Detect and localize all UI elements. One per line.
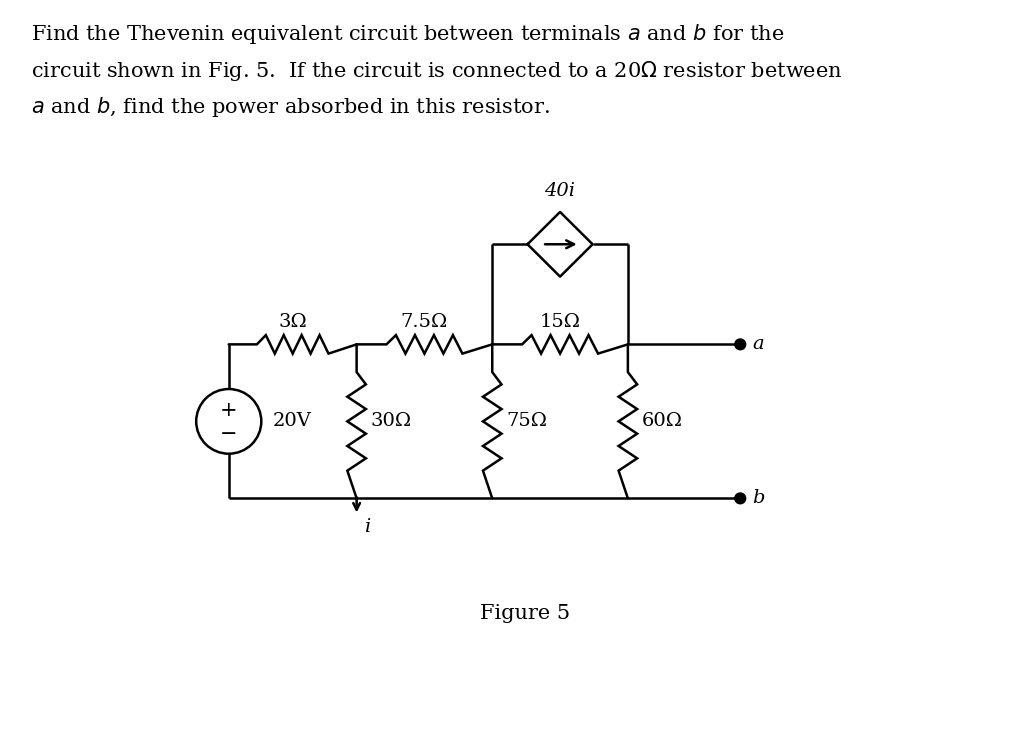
Text: a: a — [752, 336, 764, 353]
Circle shape — [735, 493, 745, 504]
Text: 20V: 20V — [273, 413, 311, 430]
Text: 30Ω: 30Ω — [371, 413, 412, 430]
Text: circuit shown in Fig. 5.  If the circuit is connected to a 20$\Omega$ resistor b: circuit shown in Fig. 5. If the circuit … — [31, 59, 843, 83]
Circle shape — [735, 339, 745, 350]
Text: Find the Thevenin equivalent circuit between terminals $a$ and $b$ for the: Find the Thevenin equivalent circuit bet… — [31, 22, 784, 46]
Text: 7.5Ω: 7.5Ω — [400, 312, 449, 331]
Text: 60Ω: 60Ω — [642, 413, 683, 430]
Text: 75Ω: 75Ω — [506, 413, 547, 430]
Text: i: i — [365, 518, 371, 537]
Text: −: − — [220, 425, 238, 444]
Text: 3Ω: 3Ω — [279, 312, 307, 331]
Text: +: + — [220, 401, 238, 420]
Text: 40i: 40i — [545, 183, 575, 200]
Text: Figure 5: Figure 5 — [479, 605, 570, 623]
Text: $a$ and $b$, find the power absorbed in this resistor.: $a$ and $b$, find the power absorbed in … — [31, 95, 550, 119]
Text: 15Ω: 15Ω — [540, 312, 581, 331]
Text: b: b — [752, 490, 764, 507]
